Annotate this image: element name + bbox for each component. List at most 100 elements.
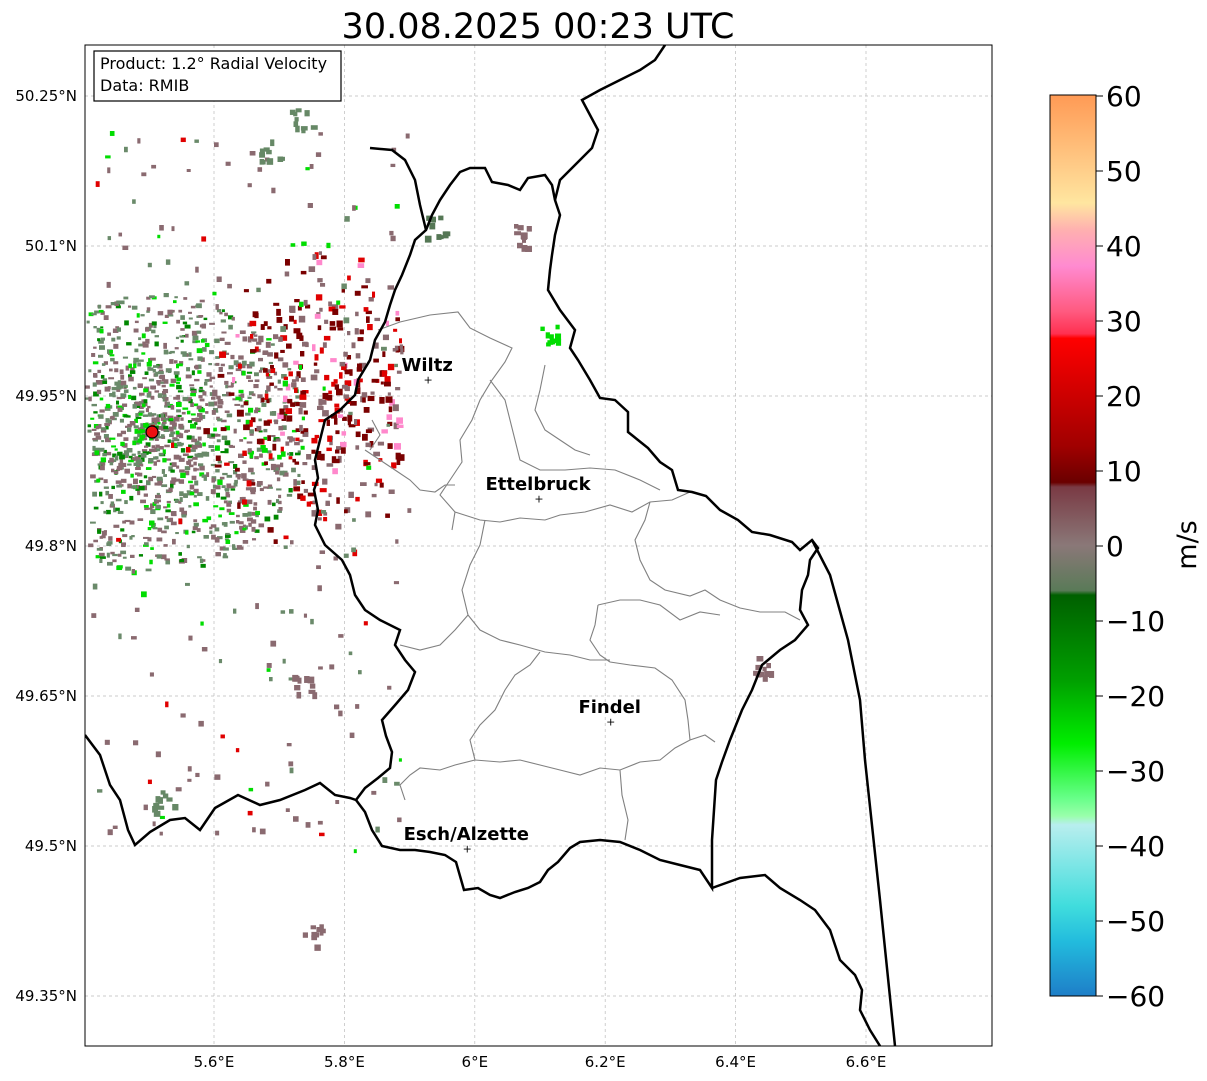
velocity-echo xyxy=(143,536,149,539)
velocity-echo xyxy=(217,418,223,422)
velocity-echo xyxy=(259,453,263,458)
velocity-echo xyxy=(555,333,562,341)
velocity-echo xyxy=(131,485,137,489)
velocity-echo xyxy=(119,300,125,305)
velocity-echo xyxy=(322,410,329,417)
velocity-echo xyxy=(161,469,165,474)
velocity-echo xyxy=(300,430,305,434)
velocity-echo xyxy=(392,348,397,352)
velocity-echo xyxy=(283,545,288,549)
velocity-echo xyxy=(360,396,364,403)
velocity-echo xyxy=(289,767,294,774)
velocity-echo xyxy=(228,500,232,505)
velocity-echo xyxy=(540,326,545,332)
velocity-echo xyxy=(201,647,208,652)
velocity-echo xyxy=(209,530,213,534)
velocity-echo xyxy=(211,534,216,540)
velocity-echo xyxy=(103,434,109,439)
velocity-echo xyxy=(199,324,205,328)
velocity-echo xyxy=(161,384,166,388)
velocity-echo xyxy=(266,663,272,668)
velocity-echo xyxy=(374,317,381,322)
velocity-echo xyxy=(318,132,323,136)
velocity-echo xyxy=(394,443,401,450)
velocity-echo xyxy=(424,235,432,243)
velocity-echo xyxy=(253,334,258,337)
velocity-echo xyxy=(159,374,166,380)
velocity-echo xyxy=(256,341,262,345)
velocity-echo xyxy=(193,502,199,507)
velocity-echo xyxy=(318,517,322,521)
velocity-echo xyxy=(196,528,201,532)
velocity-echo xyxy=(343,553,349,558)
velocity-echo xyxy=(288,761,294,767)
velocity-echo xyxy=(289,609,294,614)
velocity-echo xyxy=(115,507,120,511)
velocity-echo xyxy=(254,379,260,383)
velocity-echo xyxy=(167,309,173,315)
velocity-echo xyxy=(127,427,132,432)
velocity-echo xyxy=(369,441,374,448)
velocity-echo xyxy=(233,428,237,434)
velocity-echo xyxy=(135,416,142,419)
velocity-echo xyxy=(100,535,106,539)
velocity-echo xyxy=(146,467,152,470)
velocity-echo xyxy=(103,449,107,455)
velocity-echo xyxy=(249,361,255,367)
velocity-echo xyxy=(146,392,152,398)
velocity-echo xyxy=(187,420,193,423)
velocity-echo xyxy=(113,507,117,513)
velocity-echo xyxy=(138,410,145,414)
velocity-echo xyxy=(522,238,527,243)
radar-site-marker xyxy=(145,425,159,439)
velocity-echo xyxy=(208,363,213,366)
velocity-echo xyxy=(265,781,270,787)
velocity-echo xyxy=(244,525,248,530)
velocity-echo xyxy=(225,161,231,166)
velocity-echo xyxy=(266,278,272,284)
velocity-echo xyxy=(134,401,141,406)
velocity-echo xyxy=(262,350,269,355)
velocity-echo xyxy=(151,417,157,423)
velocity-echo xyxy=(107,829,113,836)
velocity-echo xyxy=(203,428,210,435)
velocity-echo xyxy=(352,205,356,211)
lat-tick-label: 50.1°N xyxy=(25,237,77,255)
velocity-echo xyxy=(216,439,221,443)
velocity-echo xyxy=(355,431,361,438)
velocity-echo xyxy=(179,559,185,563)
velocity-echo xyxy=(312,932,320,938)
velocity-echo xyxy=(139,434,146,439)
velocity-echo xyxy=(102,378,108,383)
velocity-echo xyxy=(251,526,256,532)
velocity-echo xyxy=(260,367,266,371)
colorbar-tick-label: 20 xyxy=(1106,380,1142,413)
velocity-echo xyxy=(162,391,167,396)
velocity-echo xyxy=(182,407,189,410)
velocity-echo xyxy=(178,552,182,556)
velocity-echo xyxy=(201,236,207,242)
velocity-echo xyxy=(249,433,254,436)
velocity-echo xyxy=(247,517,253,522)
velocity-echo xyxy=(107,332,112,336)
velocity-echo xyxy=(526,226,532,232)
velocity-echo xyxy=(194,403,199,407)
velocity-echo xyxy=(354,205,358,210)
velocity-echo xyxy=(248,407,254,413)
velocity-echo xyxy=(284,271,290,277)
velocity-echo xyxy=(514,224,519,229)
velocity-echo xyxy=(306,454,312,460)
place-label: Wiltz xyxy=(402,355,453,376)
velocity-echo xyxy=(266,486,273,489)
velocity-echo xyxy=(118,463,124,467)
velocity-echo xyxy=(86,320,90,324)
velocity-echo xyxy=(142,403,146,408)
velocity-echo xyxy=(193,494,197,498)
velocity-echo xyxy=(106,281,111,288)
velocity-echo xyxy=(285,383,291,391)
velocity-echo xyxy=(250,487,256,492)
velocity-echo xyxy=(130,554,135,558)
velocity-echo xyxy=(226,502,232,507)
velocity-echo xyxy=(168,426,174,432)
velocity-echo xyxy=(97,338,101,342)
